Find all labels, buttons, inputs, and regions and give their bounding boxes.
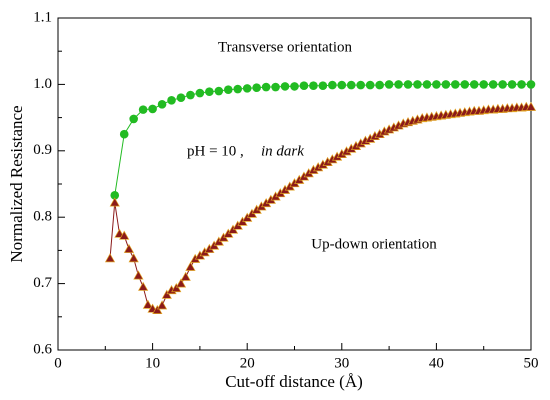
circle-marker bbox=[129, 114, 138, 124]
circle-marker bbox=[214, 86, 224, 96]
y-axis-label: Normalized Resistance bbox=[7, 105, 26, 262]
circle-marker bbox=[309, 81, 318, 91]
circle-marker bbox=[488, 80, 498, 89]
x-tick-label: 40 bbox=[429, 355, 444, 371]
circle-marker bbox=[394, 80, 403, 89]
circle-marker bbox=[469, 80, 479, 89]
series-line bbox=[114, 83, 531, 196]
circle-marker bbox=[110, 190, 120, 200]
x-tick-label: 10 bbox=[145, 355, 160, 371]
circle-marker bbox=[157, 100, 167, 109]
circle-marker bbox=[167, 96, 176, 105]
circle-marker bbox=[384, 80, 394, 89]
circle-marker bbox=[242, 84, 252, 93]
circle-marker bbox=[290, 82, 299, 91]
circle-marker bbox=[432, 80, 441, 89]
circle-marker bbox=[422, 80, 432, 89]
circle-marker bbox=[299, 81, 309, 91]
circle-marker bbox=[451, 80, 460, 89]
triangle-marker bbox=[185, 261, 196, 271]
y-tick-label: 1.0 bbox=[33, 76, 52, 92]
circle-marker bbox=[460, 80, 470, 89]
triangle-marker bbox=[104, 253, 116, 263]
circle-marker bbox=[176, 93, 186, 102]
y-tick-label: 0.8 bbox=[33, 209, 52, 225]
x-tick-label: 50 bbox=[524, 355, 539, 371]
triangle-marker bbox=[138, 281, 149, 291]
circle-marker bbox=[498, 80, 507, 89]
triangle-marker bbox=[109, 197, 120, 207]
x-tick-label: 20 bbox=[240, 355, 255, 371]
y-tick-label: 0.9 bbox=[33, 142, 52, 158]
x-tick-label: 30 bbox=[334, 355, 349, 371]
triangle-marker bbox=[152, 304, 163, 315]
triangle-marker bbox=[156, 300, 168, 310]
circle-marker bbox=[328, 80, 337, 90]
triangle-marker bbox=[525, 101, 537, 111]
circle-marker bbox=[337, 80, 347, 90]
triangle-marker bbox=[171, 283, 182, 293]
circle-marker bbox=[271, 82, 280, 92]
circle-marker bbox=[223, 85, 233, 95]
circle-marker bbox=[318, 81, 328, 91]
x-axis-label: Cut-off distance (Å) bbox=[225, 372, 363, 391]
y-tick-label: 0.7 bbox=[33, 275, 52, 291]
circle-marker bbox=[205, 87, 214, 97]
series-line bbox=[109, 106, 531, 311]
circle-marker bbox=[233, 84, 243, 94]
triangle-marker bbox=[119, 230, 130, 240]
annotation: in dark bbox=[261, 143, 304, 159]
triangle-marker bbox=[128, 253, 139, 263]
triangle-marker bbox=[180, 271, 191, 281]
circle-marker bbox=[261, 82, 271, 92]
circle-marker bbox=[441, 80, 451, 89]
circle-marker bbox=[252, 83, 261, 93]
circle-marker bbox=[413, 80, 422, 89]
x-tick-label: 0 bbox=[54, 355, 62, 371]
triangle-marker bbox=[175, 278, 187, 288]
circle-marker bbox=[148, 104, 157, 114]
circle-marker bbox=[375, 80, 384, 90]
circle-marker bbox=[138, 105, 148, 114]
triangle-marker bbox=[142, 299, 153, 309]
circle-marker bbox=[280, 82, 290, 91]
annotation: Transverse orientation bbox=[218, 39, 353, 55]
triangle-marker bbox=[161, 289, 172, 299]
circle-marker bbox=[195, 88, 205, 98]
circle-marker bbox=[346, 80, 356, 90]
y-tick-label: 0.6 bbox=[33, 341, 52, 357]
circle-marker bbox=[403, 80, 413, 89]
circle-marker bbox=[365, 80, 375, 90]
triangle-marker bbox=[123, 243, 135, 253]
circle-marker bbox=[479, 80, 489, 89]
circle-marker bbox=[517, 80, 526, 89]
annotation: pH = 10 , bbox=[187, 143, 244, 159]
annotation: Up-down orientation bbox=[311, 236, 437, 252]
circle-marker bbox=[186, 90, 195, 100]
y-tick-label: 1.1 bbox=[33, 9, 52, 25]
circle-marker bbox=[356, 80, 366, 90]
triangle-marker bbox=[133, 270, 144, 280]
circle-marker bbox=[526, 80, 536, 89]
circle-marker bbox=[119, 129, 129, 139]
circle-marker bbox=[507, 80, 517, 89]
